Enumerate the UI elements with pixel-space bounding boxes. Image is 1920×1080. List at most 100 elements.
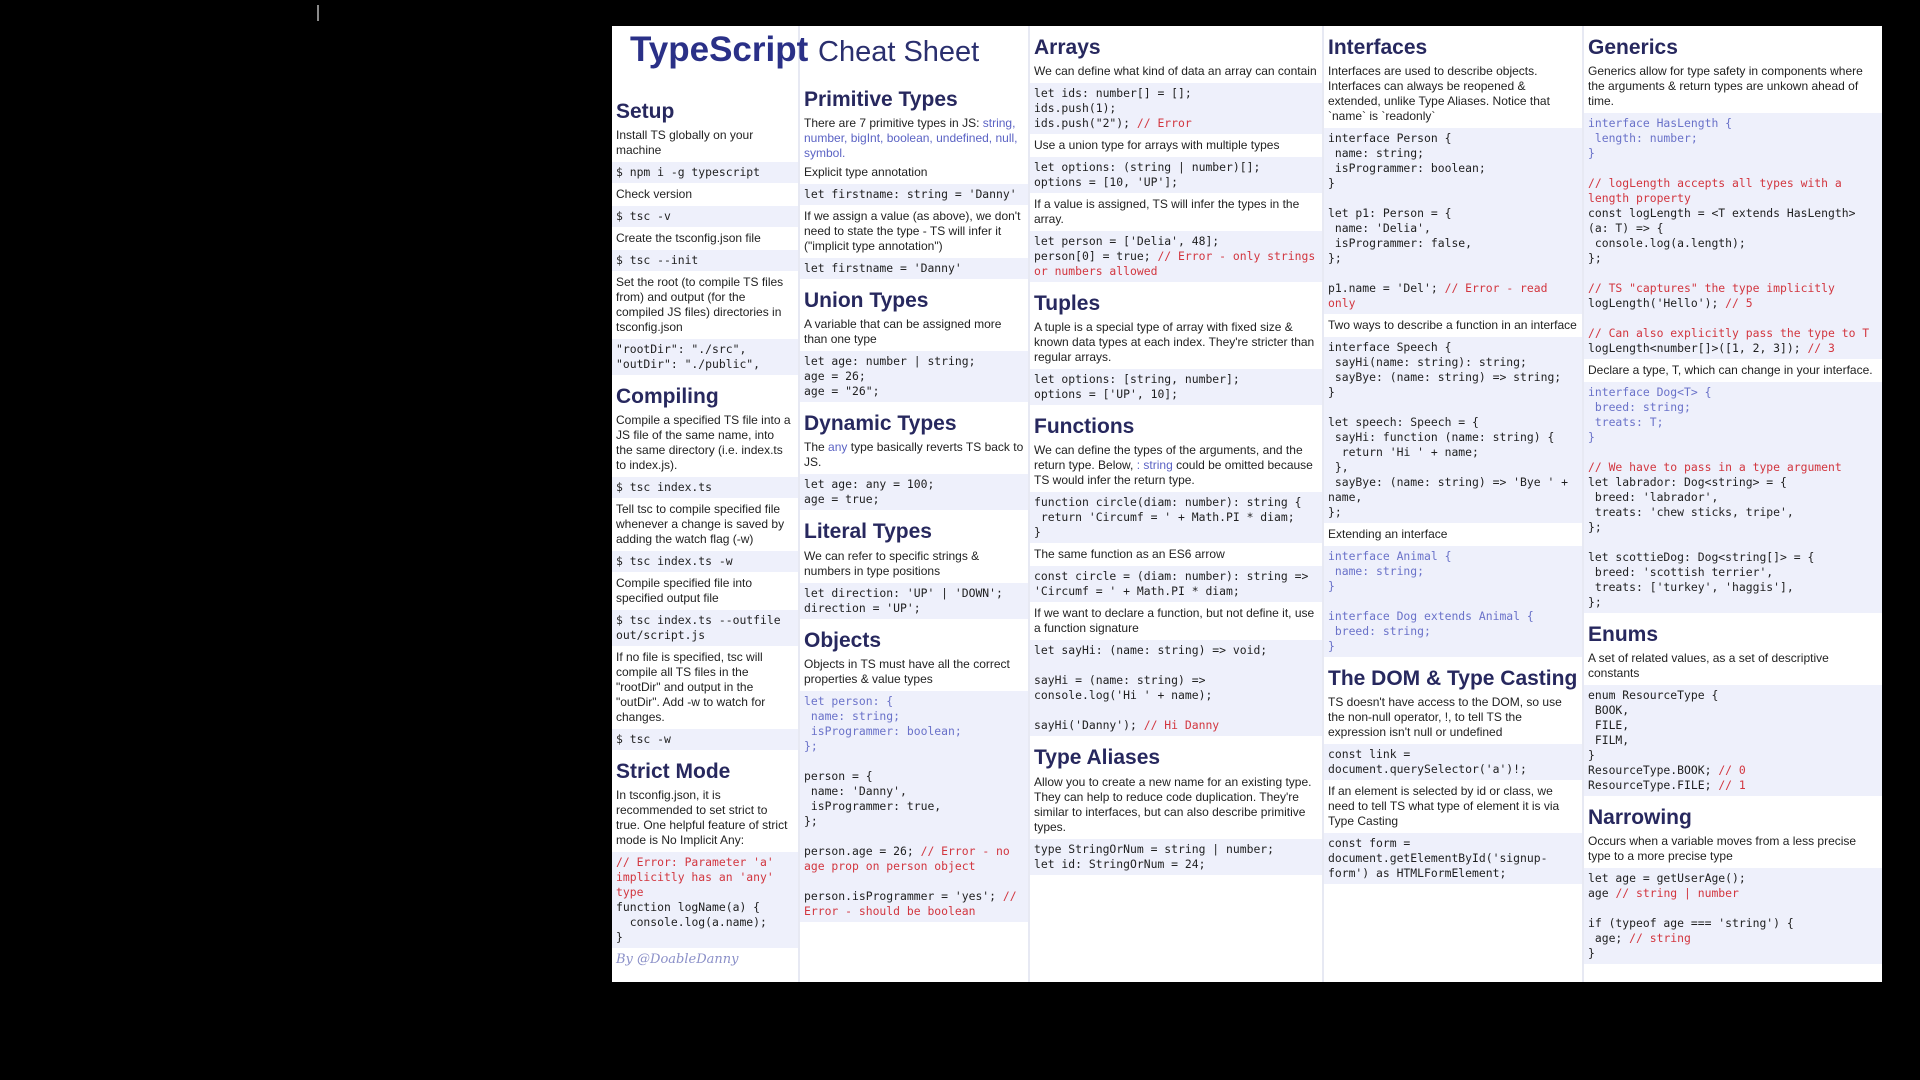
enums-text: A set of related values, as a set of des… bbox=[1588, 651, 1829, 681]
functions-string-annotation: : string bbox=[1136, 458, 1173, 473]
objects-code-3-comment: // Error - no age prop on person object bbox=[804, 843, 1017, 873]
cheat-sheet: Setup Install TS globally on your machin… bbox=[612, 26, 1882, 982]
union-heading: Union Types bbox=[804, 289, 929, 313]
interfaces-text-3: Extending an interface bbox=[1328, 527, 1448, 542]
generics-code-2b-comment: // 5 bbox=[1725, 296, 1753, 311]
interfaces-code-3: interface Animal { name: string; } inter… bbox=[1324, 546, 1584, 658]
dom-heading: The DOM & Type Casting bbox=[1328, 667, 1578, 691]
author-signature: By @DoableDanny bbox=[616, 952, 739, 968]
title-typescript: TypeScript bbox=[630, 30, 809, 69]
union-text: A variable that can be assigned more tha… bbox=[804, 317, 1002, 347]
functions-code-3-comment: // Hi Danny bbox=[1143, 718, 1220, 733]
functions-text-3: If we want to declare a function, but no… bbox=[1034, 606, 1315, 636]
compiling-code-3: $ tsc index.ts --outfile out/script.js bbox=[612, 610, 798, 647]
narrowing-heading: Narrowing bbox=[1588, 806, 1692, 830]
arrays-code-3: let person = ['Delia', 48]; person[0] = … bbox=[1030, 231, 1324, 283]
setup-text-3: Create the tsconfig.json file bbox=[616, 231, 761, 246]
primitive-heading: Primitive Types bbox=[804, 88, 958, 111]
title-cheat-sheet: Cheat Sheet bbox=[818, 36, 980, 68]
enums-heading: Enums bbox=[1588, 623, 1659, 647]
implicit-text: If we assign a value (as above), we don'… bbox=[804, 209, 1021, 254]
enums-code-body: enum ResourceType { BOOK, FILE, FILM, } … bbox=[1588, 688, 1719, 778]
generics-code-2c-tail: // 3 bbox=[1807, 341, 1835, 356]
generics-code-2c-comment: // Can also explicitly pass the type to … bbox=[1588, 326, 1870, 341]
column-interfaces: Interfaces Interfaces are used to descri… bbox=[1322, 26, 1584, 982]
literal-text: We can refer to specific strings & numbe… bbox=[804, 548, 980, 578]
literal-code: let direction: 'UP' | 'DOWN'; direction … bbox=[800, 582, 1030, 619]
text-cursor bbox=[317, 5, 319, 21]
setup-heading: Setup bbox=[616, 100, 675, 123]
narrowing-code: let age = getUserAge(); age // string | … bbox=[1584, 868, 1882, 965]
generics-code-3: interface Dog<T> { breed: string; treats… bbox=[1588, 385, 1712, 445]
arrays-text-2: Use a union type for arrays with multipl… bbox=[1034, 138, 1280, 153]
enums-code-2: ResourceType.FILE; bbox=[1588, 778, 1712, 793]
compiling-text-1: Compile a specified TS file into a JS fi… bbox=[616, 413, 791, 473]
column-arrays-functions: Arrays We can define what kind of data a… bbox=[1028, 26, 1324, 982]
arrays-code-3-comment: // Error - only strings or numbers allow… bbox=[1034, 249, 1323, 279]
functions-text-2: The same function as an ES6 arrow bbox=[1034, 547, 1225, 562]
explicit-label: Explicit type annotation bbox=[804, 165, 928, 180]
objects-code-3: person.age = 26; bbox=[804, 843, 914, 858]
interfaces-heading: Interfaces bbox=[1328, 36, 1428, 59]
interfaces-code-1-comment: // Error - read only bbox=[1328, 281, 1555, 311]
setup-text-2: Check version bbox=[616, 187, 693, 202]
narrowing-code-1: let age = getUserAge(); age bbox=[1588, 871, 1746, 901]
arrays-code-1-body: let ids: number[] = []; ids.push(1); ids… bbox=[1034, 86, 1192, 131]
column-generics: Generics Generics allow for type safety … bbox=[1582, 26, 1882, 982]
generics-code-1-comment: // logLength accepts all types with a le… bbox=[1588, 176, 1849, 206]
narrowing-code-2-tail: } bbox=[1588, 946, 1595, 961]
primitive-intro: There are 7 primitive types in JS: strin… bbox=[804, 116, 1026, 161]
aliases-heading: Type Aliases bbox=[1034, 746, 1161, 770]
setup-code-2: $ tsc -v bbox=[612, 206, 798, 228]
primitive-intro-text: There are 7 primitive types in JS: bbox=[804, 116, 980, 131]
functions-text-b: could be omitted because TS would infer … bbox=[1034, 458, 1313, 488]
enums-code-comment-1: // 0 bbox=[1718, 763, 1746, 778]
arrays-code-2: let options: (string | number)[]; option… bbox=[1030, 157, 1324, 194]
dynamic-any-keyword: any bbox=[828, 440, 848, 455]
arrays-text-3: If a value is assigned, TS will infer th… bbox=[1034, 197, 1300, 227]
objects-heading: Objects bbox=[804, 628, 882, 652]
setup-text-1: Install TS globally on your machine bbox=[616, 128, 754, 158]
generics-code-1: interface HasLength { length: number; } bbox=[1588, 116, 1733, 161]
dynamic-heading: Dynamic Types bbox=[804, 412, 957, 436]
arrays-code-3-body: let person = ['Delia', 48]; person[0] = … bbox=[1034, 234, 1220, 264]
setup-text-4: Set the root (to compile TS files from) … bbox=[616, 275, 784, 335]
generics-code: interface HasLength { length: number; } … bbox=[1584, 113, 1882, 360]
arrays-code-1: let ids: number[] = []; ids.push(1); ids… bbox=[1030, 83, 1324, 135]
column-types: Primitive Types There are 7 primitive ty… bbox=[798, 26, 1030, 982]
dom-text-1: TS doesn't have access to the DOM, so us… bbox=[1328, 695, 1562, 740]
functions-code-2: const circle = (diam: number): string =>… bbox=[1030, 566, 1324, 603]
functions-heading: Functions bbox=[1034, 415, 1135, 439]
generics-text-2: Declare a type, T, which can change in y… bbox=[1588, 363, 1873, 378]
setup-code-3: $ tsc --init bbox=[612, 250, 798, 272]
interfaces-code-1-body: interface Person { name: string; isProgr… bbox=[1328, 131, 1486, 296]
enums-code: enum ResourceType { BOOK, FILE, FILM, } … bbox=[1584, 685, 1882, 797]
objects-code-1: let person: { name: string; isProgrammer… bbox=[804, 693, 962, 753]
interfaces-text: Interfaces are used to describe objects.… bbox=[1328, 64, 1550, 124]
arrays-text-1: We can define what kind of data an array… bbox=[1034, 64, 1317, 79]
primitive-type-list: string, number, bigInt, boolean, undefin… bbox=[804, 116, 1018, 161]
sheet-title: TypeScript Cheat Sheet bbox=[630, 30, 979, 70]
narrowing-code-2: if (typeof age === 'string') { age; bbox=[1588, 916, 1794, 946]
strict-heading: Strict Mode bbox=[616, 760, 731, 784]
union-code: let age: number | string; age = 26; age … bbox=[800, 351, 1030, 403]
strict-code-body: function logName(a) { console.log(a.name… bbox=[616, 900, 767, 945]
dom-text-2: If an element is selected by id or class… bbox=[1328, 784, 1560, 829]
interfaces-code-2: interface Speech { sayHi(name: string): … bbox=[1324, 337, 1584, 524]
dom-code-1: const link = document.querySelector('a')… bbox=[1324, 744, 1584, 781]
functions-text-a: We can define the types of the arguments… bbox=[1034, 443, 1303, 473]
strict-code: // Error: Parameter 'a' implicitly has a… bbox=[612, 852, 798, 949]
column-setup: Setup Install TS globally on your machin… bbox=[612, 26, 798, 982]
functions-text: We can define the types of the arguments… bbox=[1034, 443, 1320, 488]
compiling-text-4: If no file is specified, tsc will compil… bbox=[616, 650, 766, 725]
functions-code-1: function circle(diam: number): string { … bbox=[1030, 492, 1324, 544]
narrowing-code-1-comment: // string | number bbox=[1615, 886, 1739, 901]
arrays-heading: Arrays bbox=[1034, 36, 1101, 59]
compiling-code-2: $ tsc index.ts -w bbox=[612, 551, 798, 573]
objects-code-4-comment: // Error - should be boolean bbox=[804, 888, 1024, 918]
generics-code-3-comment: // We have to pass in a type argument bbox=[1588, 460, 1842, 475]
generics-code-4: let labrador: Dog<string> = { breed: 'la… bbox=[1588, 475, 1815, 610]
explicit-code: let firstname: string = 'Danny' bbox=[800, 184, 1030, 206]
objects-code: let person: { name: string; isProgrammer… bbox=[800, 690, 1030, 922]
functions-code-3-body: let sayHi: (name: string) => void; sayHi… bbox=[1034, 643, 1268, 733]
